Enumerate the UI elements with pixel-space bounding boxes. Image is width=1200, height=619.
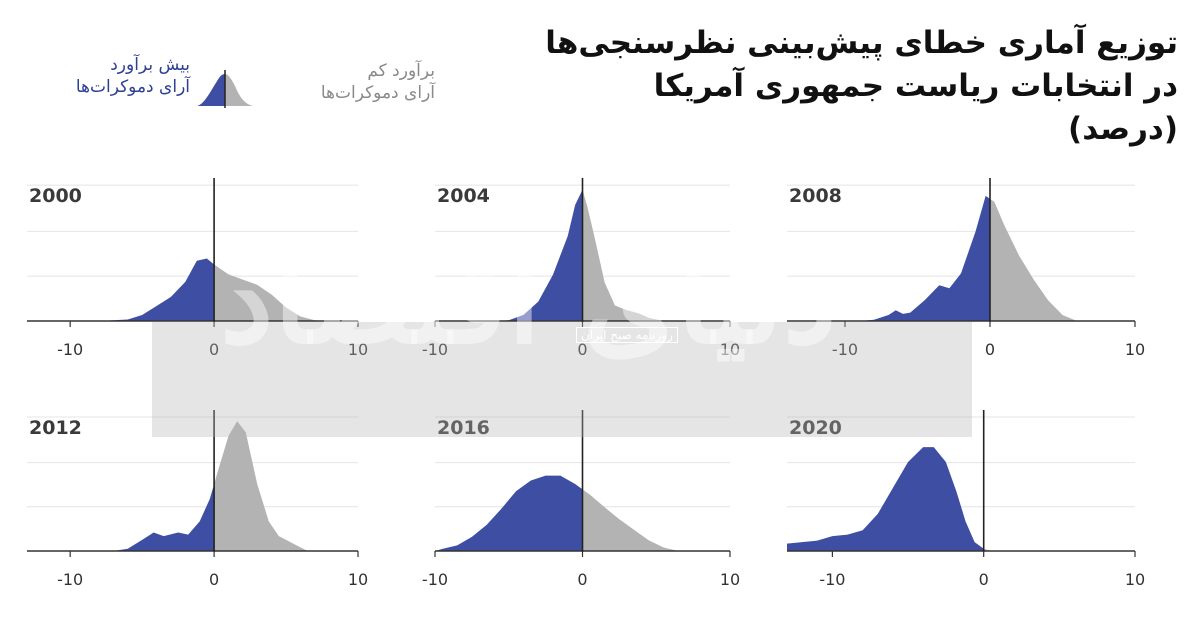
legend-under-line-1: برآورد کم <box>367 61 435 81</box>
density-area-overestimate <box>787 447 984 551</box>
legend-under-swatch <box>225 74 253 106</box>
density-area-overestimate <box>435 475 583 551</box>
x-tick-label: 10 <box>348 570 368 589</box>
x-tick-label: -10 <box>832 340 858 359</box>
panel-year-label: 2012 <box>29 417 82 439</box>
watermark-logo: دنیای اقتصاد <box>220 230 837 371</box>
panel-year-label: 2016 <box>437 417 490 439</box>
x-tick-label: 0 <box>979 570 989 589</box>
panel-year-label: 2004 <box>437 185 490 207</box>
x-tick-label: 0 <box>577 570 587 589</box>
panel-year-label: 2020 <box>789 417 842 439</box>
legend-distribution-icon <box>197 70 253 108</box>
panel-year-label: 2000 <box>29 185 82 207</box>
x-tick-label: -10 <box>819 570 845 589</box>
density-area-underestimate <box>582 489 679 551</box>
x-tick-label: 10 <box>1125 340 1145 359</box>
x-tick-label: 10 <box>720 340 740 359</box>
legend-over-line-1: بیش برآورد <box>110 55 190 75</box>
density-area-underestimate <box>582 189 664 321</box>
x-tick-label: -10 <box>57 570 83 589</box>
chart-title: توزیع آماری خطای پیش‌بینی نظرسنجی‌ها در … <box>538 22 1178 151</box>
legend-under-line-2: آرای دموکرات‌ها <box>320 83 435 103</box>
x-tick-label: -10 <box>57 340 83 359</box>
x-tick-label: -10 <box>422 340 448 359</box>
x-tick-label: 10 <box>1125 570 1145 589</box>
density-area-overestimate <box>787 195 990 321</box>
legend: برآورد کم آرای دموکرات‌ها بیش برآورد آرا… <box>76 48 435 118</box>
density-area-overestimate <box>27 484 215 551</box>
density-area-overestimate <box>27 258 215 321</box>
x-tick-label: 0 <box>577 340 587 359</box>
title-line-1: توزیع آماری خطای پیش‌بینی نظرسنجی‌ها <box>545 25 1178 61</box>
x-tick-label: 0 <box>209 340 219 359</box>
legend-under-label: برآورد کم آرای دموکرات‌ها <box>267 60 435 104</box>
panel-year-label: 2008 <box>789 185 842 207</box>
density-area-underestimate <box>214 264 330 321</box>
title-line-2: در انتخابات ریاست جمهوری آمریکا (درصد) <box>653 68 1178 147</box>
x-tick-label: 10 <box>720 570 740 589</box>
x-tick-label: -10 <box>422 570 448 589</box>
density-area-underestimate <box>214 421 308 551</box>
density-area-underestimate <box>990 198 1077 321</box>
watermark-band <box>152 322 972 437</box>
legend-over-line-2: آرای دموکرات‌ها <box>75 77 190 97</box>
legend-over-swatch <box>197 74 225 106</box>
x-tick-label: 0 <box>209 570 219 589</box>
x-tick-label: 10 <box>348 340 368 359</box>
density-area-overestimate <box>435 189 583 321</box>
watermark-stamp: روزنامه صبح ایران <box>576 327 678 343</box>
x-tick-label: 0 <box>985 340 995 359</box>
